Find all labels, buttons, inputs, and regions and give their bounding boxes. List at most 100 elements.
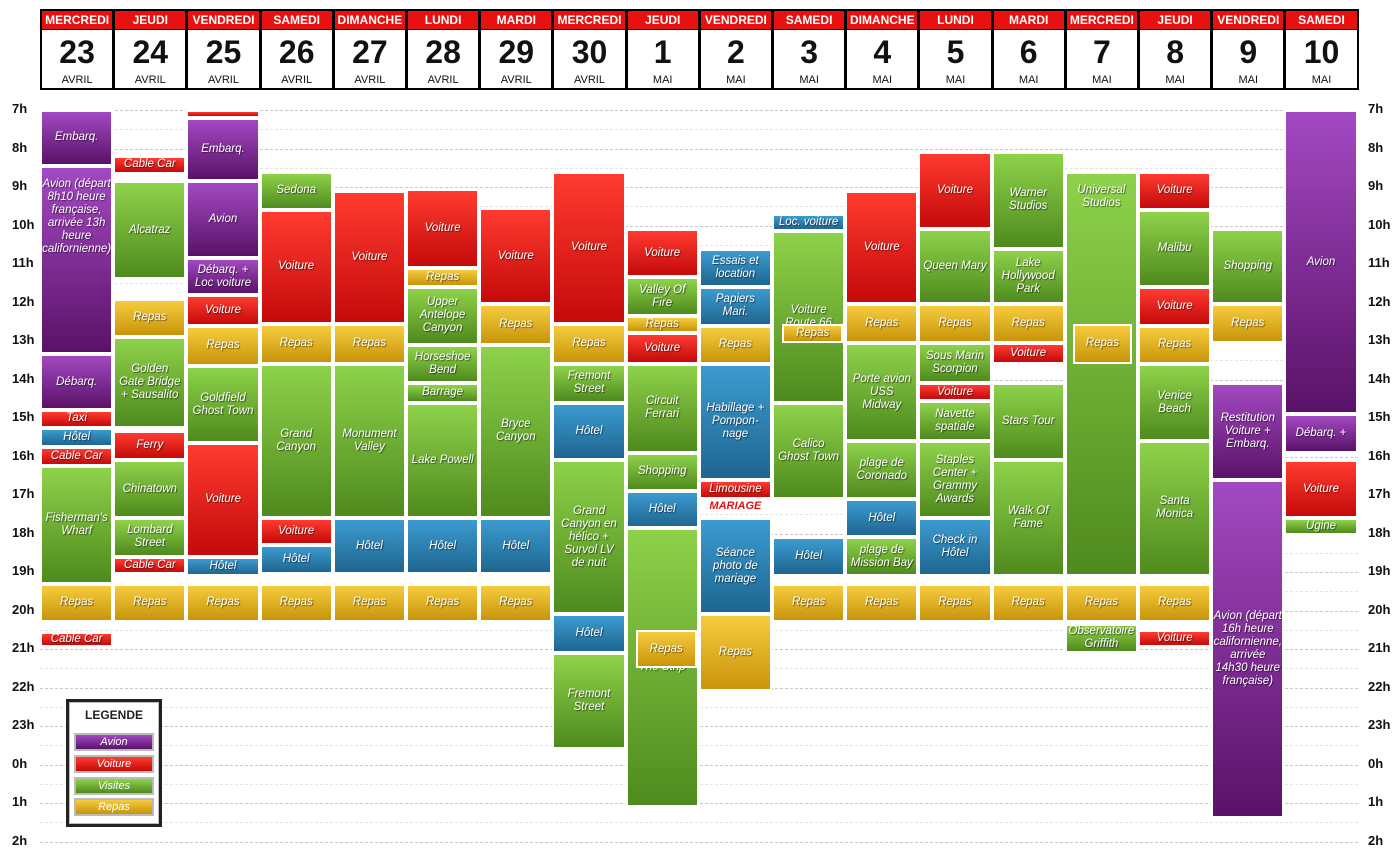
event-avion[interactable]: Débarq.: [40, 354, 114, 411]
event-repas[interactable]: Repas: [1138, 325, 1212, 365]
event-hotel[interactable]: Hôtel: [845, 498, 919, 538]
event-visite[interactable]: Chinatown: [113, 460, 187, 519]
event-repas[interactable]: Repas: [406, 583, 480, 623]
event-repas[interactable]: Repas: [772, 583, 846, 623]
event-visite[interactable]: Voiture Route 66: [772, 231, 846, 403]
event-avion[interactable]: Restitution Voiture + Embarq.: [1211, 383, 1285, 480]
event-avion[interactable]: Embarq.: [40, 110, 114, 166]
event-hotel[interactable]: Hôtel: [186, 556, 260, 576]
event-taxi[interactable]: Taxi: [40, 410, 114, 428]
event-voiture[interactable]: Voiture: [845, 190, 919, 305]
event-visite[interactable]: Malibu: [1138, 210, 1212, 288]
event-hotel[interactable]: Hôtel: [772, 537, 846, 576]
event-avion[interactable]: Avion (départ 8h10 heure française, arri…: [40, 165, 114, 355]
event-visite[interactable]: Stars Tour: [991, 383, 1065, 461]
event-visite[interactable]: Queen Mary: [918, 229, 992, 305]
event-repas[interactable]: Repas: [1072, 323, 1132, 365]
event-avion[interactable]: Débarq. + Loc voiture: [186, 258, 260, 295]
event-hotel[interactable]: Hôtel: [40, 427, 114, 447]
event-voiture[interactable]: Voiture: [479, 208, 553, 305]
event-visite[interactable]: Sedona: [259, 171, 333, 211]
event-repas[interactable]: Repas: [259, 323, 333, 365]
event-voiture[interactable]: Cable Car: [113, 556, 187, 574]
event-repas[interactable]: Repas: [552, 323, 626, 365]
event-voiture[interactable]: Voiture: [1138, 629, 1212, 648]
event-voiture[interactable]: Voiture: [625, 333, 699, 365]
event-avion[interactable]: Débarq. +: [1284, 414, 1358, 453]
event-repas[interactable]: Repas: [698, 325, 772, 365]
event-voiture[interactable]: Voiture: [186, 294, 260, 326]
event-avion[interactable]: Avion: [1284, 110, 1358, 415]
event-repas[interactable]: Repas: [918, 304, 992, 343]
event-visite[interactable]: Golden Gate Bridge + Sausalito: [113, 337, 187, 428]
event-hotel[interactable]: Hôtel: [259, 545, 333, 574]
event-visite[interactable]: Grand Canyon: [259, 364, 333, 519]
event-repas[interactable]: Repas: [845, 583, 919, 623]
event-visite[interactable]: Calico Ghost Town: [772, 402, 846, 499]
event-visite[interactable]: Warner Studios: [991, 152, 1065, 249]
event-visite[interactable]: Shopping: [1211, 229, 1285, 305]
event-voiture[interactable]: Voiture: [625, 229, 699, 278]
event-visite[interactable]: Upper Antelope Canyon: [406, 287, 480, 345]
event-hotel[interactable]: Hôtel: [552, 614, 626, 653]
event-avion[interactable]: Embarq.: [186, 117, 260, 182]
event-visite[interactable]: Horseshoe Bend: [406, 344, 480, 384]
event-visite[interactable]: Valley Of Fire: [625, 277, 699, 316]
event-repas[interactable]: Repas: [186, 583, 260, 623]
event-hotel[interactable]: Papiers Mari.: [698, 287, 772, 326]
event-voiture[interactable]: Cable Car: [113, 156, 187, 174]
event-voiture[interactable]: Voiture: [918, 152, 992, 230]
event-visite[interactable]: plage de Mission Bay: [845, 537, 919, 576]
event-voiture[interactable]: [186, 110, 260, 118]
event-visite[interactable]: Ugine: [1284, 518, 1358, 536]
event-visite[interactable]: plage de Coronado: [845, 441, 919, 499]
event-hotel[interactable]: Habillage + Pompon-nage: [698, 364, 772, 480]
event-voiture[interactable]: Voiture: [186, 443, 260, 557]
event-repas[interactable]: Repas: [625, 315, 699, 334]
event-voiture[interactable]: Cable Car: [40, 631, 114, 648]
event-repas[interactable]: Repas: [113, 583, 187, 623]
event-repas[interactable]: Repas: [1138, 583, 1212, 623]
event-repas-overlay[interactable]: Repas: [635, 629, 697, 669]
event-repas[interactable]: Repas: [113, 298, 187, 338]
event-repas[interactable]: Repas: [698, 614, 772, 692]
event-visite[interactable]: Grand Canyon en hélico + Survol LV de nu…: [552, 460, 626, 615]
event-visite[interactable]: Monument Valley: [332, 364, 406, 519]
event-voiture[interactable]: Voiture: [552, 171, 626, 324]
event-voiture[interactable]: Ferry: [113, 431, 187, 461]
event-hotel[interactable]: Hôtel: [332, 518, 406, 574]
event-visite[interactable]: Staples Center + Grammy Awards: [918, 441, 992, 519]
event-visite[interactable]: Universal Studios: [1064, 171, 1138, 576]
event-visite[interactable]: Fisherman's Wharf: [40, 466, 114, 584]
event-voiture[interactable]: Voiture: [1138, 287, 1212, 326]
event-voiture[interactable]: Voiture: [1284, 460, 1358, 519]
event-avion[interactable]: Avion: [186, 181, 260, 259]
event-repas[interactable]: Repas: [186, 325, 260, 367]
event-visite[interactable]: Porte avion USS Midway: [845, 342, 919, 442]
event-voiture[interactable]: Voiture: [991, 342, 1065, 365]
event-visite[interactable]: Shopping: [625, 452, 699, 492]
event-repas[interactable]: Repas: [918, 583, 992, 623]
event-visite[interactable]: Fremont Street: [552, 652, 626, 750]
event-hotel[interactable]: Hôtel: [552, 402, 626, 461]
event-visite[interactable]: Bryce Canyon: [479, 344, 553, 519]
event-repas[interactable]: Repas: [332, 583, 406, 623]
event-repas-overlay[interactable]: Repas: [782, 323, 844, 343]
event-visite[interactable]: Barrage: [406, 383, 480, 403]
event-visite[interactable]: Goldfield Ghost Town: [186, 366, 260, 444]
event-hotel[interactable]: Hôtel: [479, 518, 553, 574]
event-visite[interactable]: Lake Powell: [406, 402, 480, 519]
event-visite[interactable]: Circuit Ferrari: [625, 364, 699, 453]
event-repas[interactable]: Repas: [1064, 583, 1138, 623]
event-visite[interactable]: Lake Hollywood Park: [991, 248, 1065, 305]
event-repas[interactable]: Repas: [406, 267, 480, 288]
event-hotel[interactable]: Check in Hôtel: [918, 518, 992, 576]
event-hotel[interactable]: Essais et location: [698, 248, 772, 288]
event-repas[interactable]: Repas: [332, 323, 406, 365]
event-visite[interactable]: Walk Of Fame: [991, 460, 1065, 576]
event-repas[interactable]: Repas: [991, 583, 1065, 623]
event-hotel[interactable]: Séance photo de mariage: [698, 518, 772, 615]
event-hotel[interactable]: Hôtel: [406, 518, 480, 574]
event-voiture[interactable]: Voiture: [259, 210, 333, 324]
event-voiture[interactable]: Voiture: [918, 383, 992, 401]
